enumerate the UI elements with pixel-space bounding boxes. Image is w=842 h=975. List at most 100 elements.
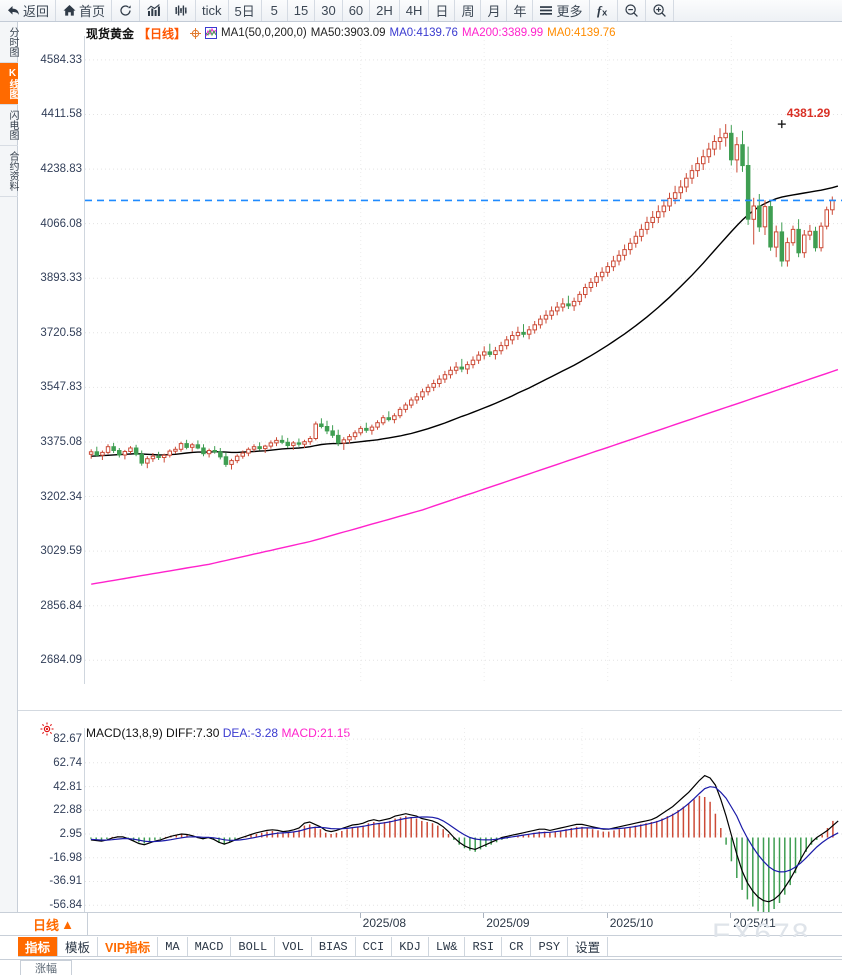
ma-indicator-icon[interactable]	[205, 27, 218, 39]
svg-text:f: f	[597, 3, 603, 18]
sun-indicator-icon[interactable]	[40, 722, 54, 736]
price-axis-tick: 4066.08	[40, 217, 82, 230]
toolbar-button-m5[interactable]: 5	[262, 0, 288, 21]
indicator-tab--[interactable]: 指标	[18, 937, 59, 956]
macd-axis-tick: 22.88	[53, 804, 82, 817]
toolbar-label-m30: 30	[321, 3, 336, 18]
price-axis-tick: 3547.83	[40, 381, 82, 394]
indicator-tab-vip-[interactable]: VIP指标	[98, 937, 159, 956]
sidebar-item-3[interactable]: 合约资料	[0, 146, 18, 197]
indicator-tab--[interactable]: 设置	[568, 937, 609, 956]
price-axis-tick: 4238.83	[40, 163, 82, 176]
ma200-value: MA200:3389.99	[461, 27, 544, 39]
indicator-tab-lw-[interactable]: LW&	[429, 937, 466, 956]
date-tick-mark	[730, 913, 732, 918]
indicator-tab-bar: 指标 模板 VIP指标 MA MACD BOLL VOL BIAS CCI KDJ LW& RSI CR…	[18, 937, 842, 957]
toolbar-label-m15: 15	[293, 3, 309, 18]
toolbar-button-month[interactable]: 月	[481, 0, 508, 21]
macd-axis-tick: 62.74	[53, 756, 82, 769]
toolbar-label-month: 月	[487, 4, 501, 19]
chart-area: 现货黄金 【日线】 MA1(50,0,200,0) MA50:3903.09 M…	[18, 22, 842, 928]
indicator-tab-cci[interactable]: CCI	[356, 937, 393, 956]
indicator-tab-rsi[interactable]: RSI	[465, 937, 503, 956]
sidebar-item-1[interactable]: K线图	[0, 63, 18, 105]
sidebar-item-0[interactable]: 分时图	[0, 22, 18, 63]
macd-dea-value: DEA:-3.28	[222, 726, 279, 740]
price-plot[interactable]	[84, 36, 842, 684]
back-arrow-icon	[6, 3, 21, 18]
peak-price-label: 4381.29	[786, 106, 831, 121]
indicator-tab-kdj[interactable]: KDJ	[392, 937, 429, 956]
tick-chart-icon	[174, 3, 189, 18]
toolbar-label-h2: 2H	[376, 3, 393, 18]
toolbar-button-refresh[interactable]	[112, 0, 141, 21]
price-chart-legend: 现货黄金 【日线】 MA1(50,0,200,0) MA50:3903.09 M…	[86, 26, 616, 41]
date-tick-mark	[359, 913, 361, 918]
indicator-tab-cr[interactable]: CR	[502, 937, 532, 956]
toolbar-label-back: 返回	[23, 4, 50, 19]
period-label: 【日线】	[138, 26, 187, 41]
toolbar-label-m60: 60	[348, 3, 364, 18]
toolbar-button-m60[interactable]: 60	[343, 0, 371, 21]
toolbar-button-back[interactable]: 返回	[0, 0, 57, 21]
toolbar-label-home: 首页	[79, 4, 106, 19]
toolbar-button-m30[interactable]: 30	[315, 0, 343, 21]
toolbar-label-m5: 5	[270, 3, 278, 18]
toolbar-button-zoom-in[interactable]	[646, 0, 674, 21]
price-axis-tick: 2856.84	[40, 599, 82, 612]
bottom-tab-stub[interactable]: 涨幅	[20, 960, 72, 975]
ma50-value: MA50:3903.09	[310, 27, 386, 39]
price-y-axis: 4584.33 4411.58 4238.83 4066.08 3893.33 3720.…	[18, 22, 82, 682]
toolbar-button-h2[interactable]: 2H	[370, 0, 400, 21]
indicator-tab--[interactable]: 模板	[58, 937, 99, 956]
hamburger-icon	[539, 3, 554, 18]
bar-chart-icon	[146, 3, 161, 18]
toolbar-label-more: 更多	[556, 4, 583, 19]
macd-axis-tick: 2.95	[59, 828, 82, 840]
zoom-out-icon	[624, 3, 639, 18]
macd-macd-value: MACD:21.15	[281, 726, 351, 740]
indicator-tab-ma[interactable]: MA	[158, 937, 188, 956]
symbol-name: 现货黄金	[86, 26, 135, 41]
toolbar-button-more[interactable]: 更多	[533, 0, 590, 21]
macd-plot[interactable]	[84, 728, 842, 928]
period-selector-button[interactable]: 日线 ▲	[20, 913, 88, 935]
price-axis-tick: 3375.08	[40, 435, 82, 448]
indicator-tab-vol[interactable]: VOL	[275, 937, 312, 956]
left-sidebar: 分时图 K线图 闪电图 合约资料	[0, 22, 18, 912]
toolbar-button-year[interactable]: 年	[507, 0, 534, 21]
ma0-orange-value: MA0:4139.76	[547, 27, 616, 39]
price-axis-tick: 2684.09	[40, 654, 82, 667]
toolbar-button-week[interactable]: 周	[455, 0, 482, 21]
price-axis-tick: 4584.33	[40, 53, 82, 66]
toolbar-label-h4: 4H	[405, 3, 423, 18]
indicator-tab-boll[interactable]: BOLL	[231, 937, 276, 956]
toolbar-label-day: 日	[435, 4, 449, 19]
toolbar-label-week: 周	[461, 4, 475, 19]
sidebar-item-2[interactable]: 闪电图	[0, 105, 18, 146]
date-axis: 日线 ▲ 2025/08 2025/09 2025/10 2025/11	[0, 912, 842, 936]
macd-axis-tick: -36.91	[49, 875, 82, 888]
indicator-tab-macd[interactable]: MACD	[188, 937, 232, 956]
crosshair-icon[interactable]	[190, 27, 202, 39]
indicator-tab-psy[interactable]: PSY	[531, 937, 569, 956]
toolbar-button-home[interactable]: 首页	[56, 0, 113, 21]
date-tick-label: 2025/11	[733, 916, 776, 930]
ma1-params: MA1(50,0,200,0)	[221, 27, 307, 39]
toolbar-button-zoom-out[interactable]	[618, 0, 646, 21]
zoom-in-icon	[652, 3, 667, 18]
toolbar-button-day[interactable]: 日	[429, 0, 456, 21]
toolbar-button-candles[interactable]	[140, 0, 169, 21]
toolbar-button-h4[interactable]: 4H	[400, 0, 430, 21]
toolbar-button-m15[interactable]: 15	[288, 0, 316, 21]
toolbar-button-tick[interactable]: tick	[196, 0, 229, 21]
indicator-tab-bias[interactable]: BIAS	[312, 937, 356, 956]
price-axis-tick: 3893.33	[40, 272, 82, 285]
macd-axis-tick: -16.98	[49, 851, 82, 864]
toolbar-label-tick: tick	[202, 3, 222, 18]
toolbar-button-five-day[interactable]: 5日	[229, 0, 262, 21]
toolbar-button-ticks[interactable]	[168, 0, 197, 21]
